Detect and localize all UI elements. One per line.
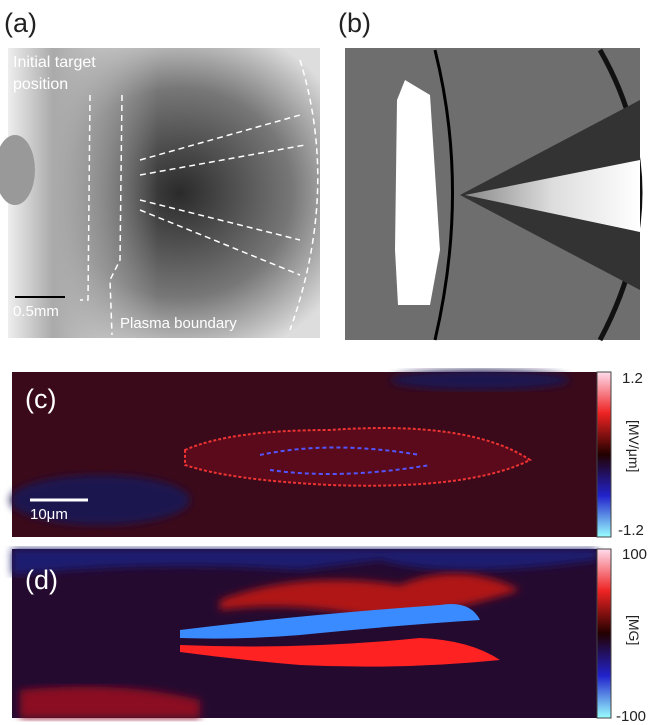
panel-label: (b) bbox=[338, 8, 371, 39]
panel-b-image bbox=[345, 48, 640, 340]
panel-label: (a) bbox=[4, 8, 37, 39]
panel-c-image bbox=[10, 370, 597, 537]
page: (a) (b) (c) (d) Initial target position … bbox=[0, 0, 659, 725]
colorbar-max: 100 bbox=[622, 546, 647, 563]
colorbar-max: 1.2 bbox=[622, 370, 643, 387]
scale-bar-label: 0.5mm bbox=[13, 303, 59, 320]
scale-bar-label: 10μm bbox=[30, 506, 68, 523]
colorbar-d bbox=[597, 549, 611, 718]
panel-label: (c) bbox=[25, 384, 56, 415]
colorbar-unit: [MV/μm] bbox=[626, 420, 642, 472]
panel-d-image bbox=[12, 549, 597, 718]
panel-label: (d) bbox=[25, 565, 58, 596]
colorbar-unit: [MG] bbox=[626, 615, 642, 645]
colorbar-min: -100 bbox=[616, 708, 646, 725]
annotation: Initial target position bbox=[13, 52, 133, 96]
annotation: Plasma boundary bbox=[120, 315, 237, 332]
figure bbox=[0, 0, 659, 725]
colorbar-min: -1.2 bbox=[618, 522, 644, 539]
colorbar-c bbox=[597, 372, 611, 537]
